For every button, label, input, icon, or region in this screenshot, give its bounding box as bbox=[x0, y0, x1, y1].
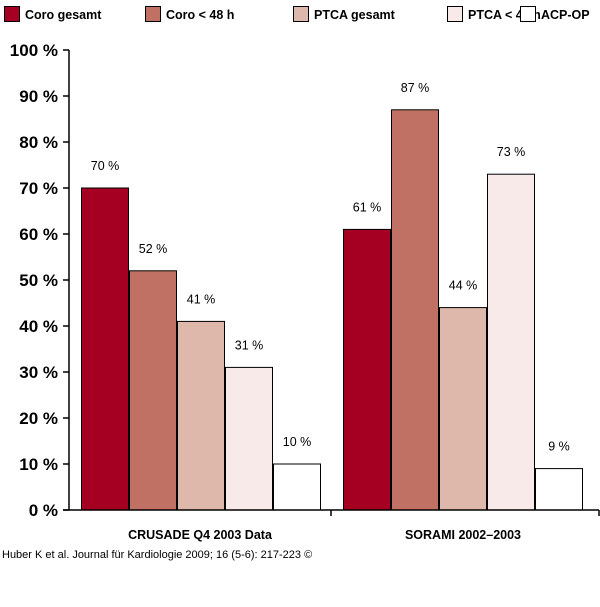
data-label-ptca-48-h-1: 31 % bbox=[235, 338, 264, 352]
y-tick-label-10: 10 % bbox=[19, 455, 58, 474]
bars-group: 70 % 52 % 41 % 31 % 10 % 61 % 87 % 44 % 73 % 9 % bbox=[81, 81, 583, 511]
bar-coro-48-h-1 bbox=[129, 270, 177, 511]
bar-ptca-48-h-2 bbox=[487, 173, 535, 511]
data-label-ptca-gesamt-1: 41 % bbox=[187, 292, 216, 306]
data-label-ptca-48-h-2: 73 % bbox=[497, 145, 526, 159]
legend: Coro gesamt Coro < 48 h PTCA gesamt PTCA < … bbox=[4, 6, 590, 22]
legend-label-acp-op: ACP-OP bbox=[541, 8, 590, 22]
bar-coro-gesamt-2 bbox=[343, 228, 391, 511]
x-category-label-2: SORAMI 2002–2003 bbox=[405, 528, 521, 542]
data-label-ptca-gesamt-2: 44 % bbox=[449, 279, 478, 293]
x-axis: CRUSADE Q4 2003 Data SORAMI 2002–2003 bbox=[63, 509, 600, 542]
legend-label-ptca-gesamt: PTCA gesamt bbox=[314, 8, 396, 22]
bar-ptca-gesamt-1 bbox=[177, 320, 225, 511]
y-tick-label-100: 100 % bbox=[10, 41, 58, 60]
credit-footer: Huber K et al. Journal für Kardiologie 2… bbox=[2, 549, 313, 561]
bar-coro-48-h-2 bbox=[391, 109, 439, 511]
legend-swatch-ptca-gesamt bbox=[293, 6, 309, 22]
y-tick-label-0: 0 % bbox=[29, 501, 58, 520]
data-label-acp-op-2: 9 % bbox=[548, 440, 570, 454]
legend-label-coro-48-h: Coro < 48 h bbox=[166, 8, 234, 22]
y-tick-label-20: 20 % bbox=[19, 409, 58, 428]
data-label-acp-op-1: 10 % bbox=[283, 435, 312, 449]
y-tick-label-50: 50 % bbox=[19, 271, 58, 290]
y-tick-label-40: 40 % bbox=[19, 317, 58, 336]
bar-ptca-gesamt-2 bbox=[439, 307, 487, 511]
data-label-coro-48-h-2: 87 % bbox=[401, 81, 430, 95]
y-tick-label-30: 30 % bbox=[19, 363, 58, 382]
legend-swatch-coro-gesamt bbox=[4, 6, 20, 22]
x-category-label-1: CRUSADE Q4 2003 Data bbox=[128, 528, 273, 542]
bar-acp-op-2 bbox=[535, 468, 583, 511]
legend-swatch-acp-op bbox=[520, 6, 536, 22]
data-label-coro-48-h-1: 52 % bbox=[139, 242, 168, 256]
bar-chart: Coro gesamt Coro < 48 h PTCA gesamt PTCA < … bbox=[4, 6, 600, 542]
y-tick-label-90: 90 % bbox=[19, 87, 58, 106]
y-tick-label-80: 80 % bbox=[19, 133, 58, 152]
data-label-coro-gesamt-1: 70 % bbox=[91, 159, 120, 173]
y-axis: 0 % 10 % 20 % 30 % 40 % 50 % 60 % 70 % 80 % 90 % 1… bbox=[10, 41, 70, 520]
bar-coro-gesamt-1 bbox=[81, 187, 129, 511]
legend-swatch-coro-48-h bbox=[145, 6, 161, 22]
legend-label-coro-gesamt: Coro gesamt bbox=[25, 8, 102, 22]
legend-swatch-ptca-48-h bbox=[447, 6, 463, 22]
data-label-coro-gesamt-2: 61 % bbox=[353, 200, 382, 214]
y-tick-label-70: 70 % bbox=[19, 179, 58, 198]
bar-ptca-48-h-1 bbox=[225, 366, 273, 511]
y-tick-label-60: 60 % bbox=[19, 225, 58, 244]
bar-acp-op-1 bbox=[273, 463, 321, 511]
